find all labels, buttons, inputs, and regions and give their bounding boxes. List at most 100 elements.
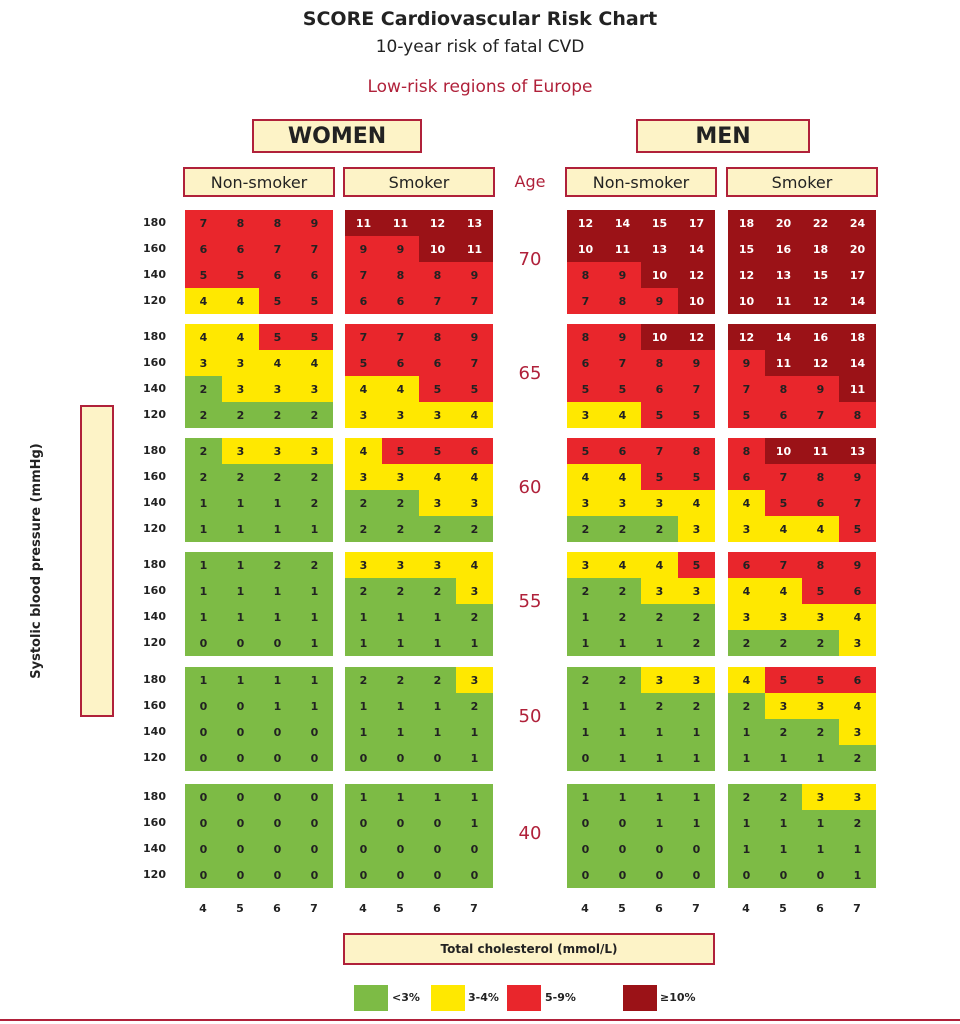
- risk-cell: 11: [456, 236, 493, 262]
- risk-cell: 3: [567, 552, 604, 578]
- risk-cell: 5: [765, 667, 802, 693]
- risk-cell: 3: [641, 490, 678, 516]
- risk-cell: 0: [419, 862, 456, 888]
- risk-cell: 1: [728, 836, 765, 862]
- risk-cell: 3: [456, 667, 493, 693]
- x-tick-label: 5: [396, 902, 404, 915]
- risk-cell: 5: [567, 438, 604, 464]
- x-tick-label: 6: [433, 902, 441, 915]
- risk-cell: 5: [641, 464, 678, 490]
- risk-cell: 1: [185, 667, 222, 693]
- risk-cell: 6: [259, 262, 296, 288]
- risk-cell: 0: [259, 784, 296, 810]
- sbp-label: 140: [143, 496, 166, 509]
- risk-cell: 4: [259, 350, 296, 376]
- risk-cell: 1: [604, 784, 641, 810]
- risk-cell: 0: [382, 745, 419, 771]
- risk-cell: 6: [641, 376, 678, 402]
- risk-cell: 14: [678, 236, 715, 262]
- risk-cell: 8: [802, 464, 839, 490]
- risk-cell: 13: [765, 262, 802, 288]
- risk-cell: 1: [185, 552, 222, 578]
- risk-cell: 6: [567, 350, 604, 376]
- risk-cell: 10: [641, 262, 678, 288]
- sbp-label: 160: [143, 699, 166, 712]
- risk-cell: 1: [839, 862, 876, 888]
- x-tick-label: 4: [359, 902, 367, 915]
- risk-cell: 8: [728, 438, 765, 464]
- risk-cell: 5: [678, 402, 715, 428]
- risk-cell: 2: [641, 604, 678, 630]
- age-label: 60: [518, 477, 542, 498]
- risk-cell: 8: [839, 402, 876, 428]
- risk-cell: 3: [728, 516, 765, 542]
- risk-cell: 5: [259, 288, 296, 314]
- risk-cell: 4: [765, 516, 802, 542]
- risk-cell: 7: [765, 552, 802, 578]
- risk-cell: 3: [567, 490, 604, 516]
- x-tick-label: 5: [779, 902, 787, 915]
- risk-cell: 1: [567, 784, 604, 810]
- risk-cell: 2: [456, 604, 493, 630]
- risk-cell: 1: [345, 604, 382, 630]
- risk-cell: 0: [345, 862, 382, 888]
- risk-cell: 1: [222, 604, 259, 630]
- risk-cell: 7: [728, 376, 765, 402]
- risk-cell: 4: [345, 376, 382, 402]
- risk-cell: 8: [419, 262, 456, 288]
- risk-cell: 0: [382, 836, 419, 862]
- risk-cell: 13: [456, 210, 493, 236]
- risk-cell: 4: [456, 464, 493, 490]
- sbp-label: 120: [143, 408, 166, 421]
- risk-cell: 4: [222, 288, 259, 314]
- x-tick-label: 6: [273, 902, 281, 915]
- x-tick-label: 7: [470, 902, 478, 915]
- risk-cell: 3: [678, 667, 715, 693]
- risk-cell: 4: [296, 350, 333, 376]
- risk-cell: 17: [839, 262, 876, 288]
- sbp-label: 160: [143, 470, 166, 483]
- risk-cell: 1: [259, 667, 296, 693]
- risk-cell: 10: [728, 288, 765, 314]
- risk-cell: 1: [296, 630, 333, 656]
- risk-cell: 9: [839, 552, 876, 578]
- risk-cell: 6: [296, 262, 333, 288]
- risk-cell: 2: [259, 552, 296, 578]
- risk-cell: 0: [185, 836, 222, 862]
- risk-cell: 6: [839, 578, 876, 604]
- risk-cell: 7: [345, 262, 382, 288]
- risk-cell: 17: [678, 210, 715, 236]
- risk-cell: 4: [728, 490, 765, 516]
- risk-cell: 7: [456, 288, 493, 314]
- sbp-label: 160: [143, 584, 166, 597]
- risk-cell: 3: [678, 516, 715, 542]
- risk-cell: 0: [296, 719, 333, 745]
- risk-cell: 0: [296, 810, 333, 836]
- risk-cell: 8: [641, 350, 678, 376]
- risk-cell: 1: [259, 578, 296, 604]
- risk-cell: 3: [765, 693, 802, 719]
- risk-cell: 11: [345, 210, 382, 236]
- risk-cell: 9: [839, 464, 876, 490]
- risk-cell: 5: [456, 376, 493, 402]
- risk-cell: 3: [802, 784, 839, 810]
- risk-cell: 1: [222, 516, 259, 542]
- risk-cell: 16: [765, 236, 802, 262]
- legend-swatch: [354, 985, 388, 1011]
- risk-cell: 1: [382, 719, 419, 745]
- risk-cell: 5: [678, 552, 715, 578]
- sbp-label: 180: [143, 330, 166, 343]
- risk-cell: 5: [296, 324, 333, 350]
- risk-cell: 0: [382, 862, 419, 888]
- x-tick-label: 7: [692, 902, 700, 915]
- risk-cell: 5: [728, 402, 765, 428]
- risk-cell: 1: [728, 745, 765, 771]
- risk-cell: 2: [839, 810, 876, 836]
- risk-cell: 1: [419, 719, 456, 745]
- risk-cell: 2: [222, 464, 259, 490]
- risk-cell: 8: [802, 552, 839, 578]
- risk-cell: 3: [839, 784, 876, 810]
- age-label: 50: [518, 706, 542, 727]
- sbp-label: 120: [143, 868, 166, 881]
- risk-cell: 2: [296, 464, 333, 490]
